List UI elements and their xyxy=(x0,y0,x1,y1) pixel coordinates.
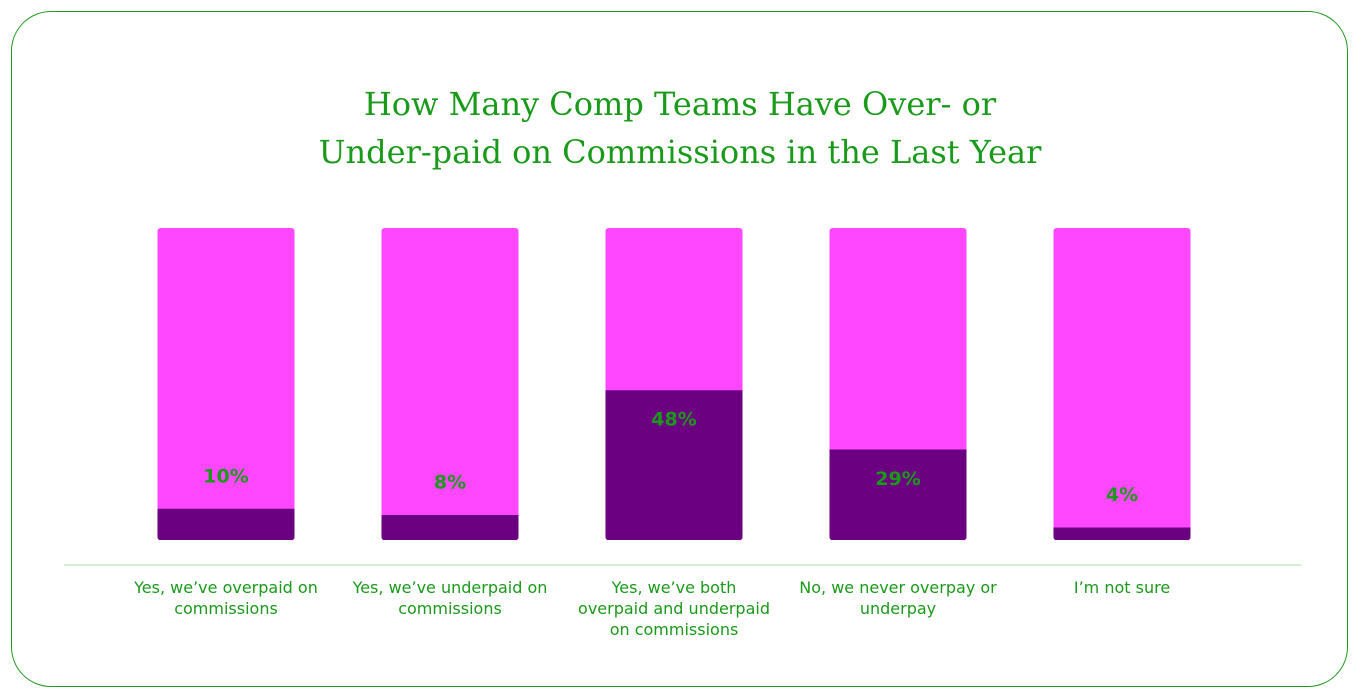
bar xyxy=(1053,527,1191,540)
value-label: 48% xyxy=(651,409,696,431)
chart-title: How Many Comp Teams Have Over- or Under-… xyxy=(318,85,1042,171)
card-border xyxy=(11,11,1348,687)
bar xyxy=(605,390,743,540)
value-label: 29% xyxy=(875,468,920,490)
bar xyxy=(157,508,295,540)
value-label: 8% xyxy=(434,472,466,494)
x-tick-label: Yes, we’ve overpaid on commissions xyxy=(134,578,318,618)
bar xyxy=(829,449,967,540)
bar-background xyxy=(381,228,519,540)
bar-background xyxy=(1053,228,1191,540)
value-label: 4% xyxy=(1106,484,1138,506)
bar-background xyxy=(157,228,295,540)
bar xyxy=(381,515,519,540)
x-tick-label: No, we never overpay or underpay xyxy=(799,578,997,618)
value-label: 10% xyxy=(203,465,248,487)
x-tick-label: I’m not sure xyxy=(1073,578,1171,597)
x-tick-label: Yes, we’ve underpaid on commissions xyxy=(352,578,548,618)
x-tick-label: Yes, we’ve both overpaid and underpaid o… xyxy=(578,578,770,639)
